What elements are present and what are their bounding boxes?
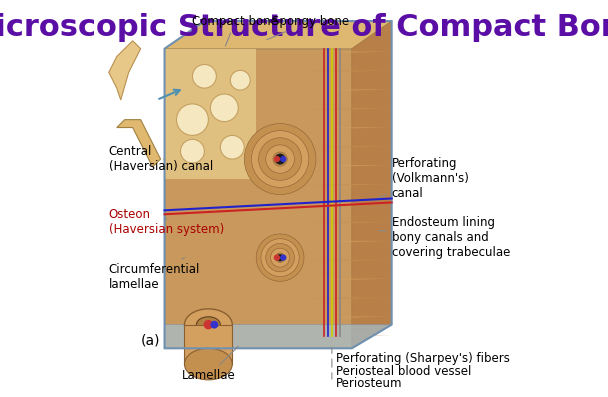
Polygon shape [304, 184, 392, 185]
Text: Central
(Haversian) canal: Central (Haversian) canal [109, 145, 213, 173]
Polygon shape [109, 41, 140, 100]
Polygon shape [304, 127, 392, 128]
Polygon shape [304, 298, 392, 299]
Circle shape [252, 131, 309, 187]
Circle shape [193, 64, 216, 88]
Polygon shape [184, 325, 232, 364]
Polygon shape [304, 279, 392, 280]
Polygon shape [304, 241, 392, 242]
Circle shape [266, 145, 294, 173]
Circle shape [230, 70, 250, 90]
Polygon shape [117, 119, 161, 167]
Polygon shape [165, 325, 392, 348]
Polygon shape [352, 21, 392, 348]
Polygon shape [165, 21, 392, 49]
Text: Lamellae: Lamellae [182, 346, 238, 382]
Text: Microscopic Structure of Compact Bone: Microscopic Structure of Compact Bone [0, 13, 608, 42]
Circle shape [274, 156, 280, 162]
Ellipse shape [196, 317, 220, 333]
Polygon shape [304, 146, 392, 147]
Circle shape [271, 248, 289, 267]
Polygon shape [304, 165, 392, 166]
Polygon shape [304, 222, 392, 223]
Polygon shape [165, 49, 256, 179]
Circle shape [181, 139, 204, 163]
Circle shape [210, 321, 218, 329]
Text: Compact bone: Compact bone [193, 15, 278, 46]
Circle shape [261, 239, 299, 277]
Polygon shape [304, 316, 392, 318]
Polygon shape [304, 108, 392, 110]
Polygon shape [304, 203, 392, 204]
Circle shape [266, 243, 294, 272]
Text: Endosteum lining
bony canals and
covering trabeculae: Endosteum lining bony canals and coverin… [378, 216, 510, 259]
Text: Perforating (Sharpey's) fibers: Perforating (Sharpey's) fibers [336, 352, 510, 365]
Text: Periosteal blood vessel: Periosteal blood vessel [336, 366, 471, 378]
Ellipse shape [184, 348, 232, 380]
Text: Osteon
(Haversian system): Osteon (Haversian system) [109, 208, 224, 236]
Polygon shape [304, 335, 392, 337]
Circle shape [273, 152, 287, 166]
Polygon shape [165, 49, 352, 348]
Circle shape [277, 254, 284, 261]
Text: Spongy bone: Spongy bone [267, 15, 349, 40]
Circle shape [280, 254, 286, 261]
Text: (a): (a) [140, 333, 160, 347]
Circle shape [220, 135, 244, 159]
Circle shape [256, 234, 304, 281]
Polygon shape [304, 89, 392, 91]
Text: Perforating
(Volkmann's)
canal: Perforating (Volkmann's) canal [378, 157, 469, 200]
Circle shape [274, 254, 280, 261]
Text: Circumferential
lamellae: Circumferential lamellae [109, 258, 200, 291]
Circle shape [275, 154, 286, 164]
Circle shape [275, 253, 285, 262]
Circle shape [176, 104, 209, 135]
Circle shape [244, 123, 316, 195]
Circle shape [280, 156, 286, 162]
Polygon shape [304, 52, 392, 53]
Circle shape [210, 94, 238, 121]
Text: Periosteum: Periosteum [336, 377, 402, 390]
Circle shape [258, 138, 302, 180]
Circle shape [204, 320, 213, 330]
Polygon shape [304, 260, 392, 261]
Ellipse shape [184, 309, 232, 340]
